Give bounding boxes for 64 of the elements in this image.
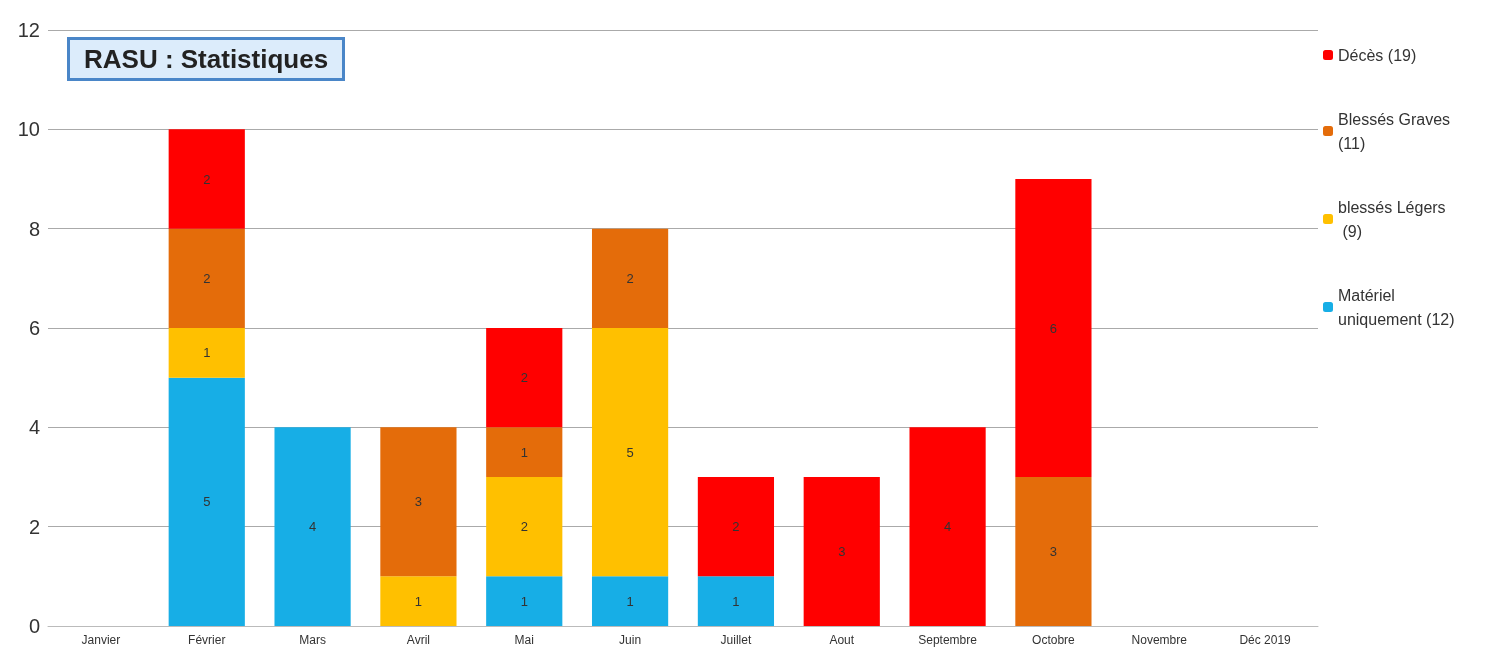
bar (1015, 179, 1092, 477)
x-tick-label: Novembre (1131, 633, 1188, 647)
bar (591, 228, 669, 328)
data-label: 1 (414, 593, 423, 609)
x-tick-label: Mars (299, 633, 326, 647)
x-tick-label: Septembre (918, 633, 978, 647)
x-tick-label: Février (188, 633, 226, 647)
x-tick-label: Déc 2019 (1239, 633, 1292, 647)
x-tick-label: Juin (619, 633, 642, 647)
y-tick-label: 6 (28, 317, 40, 339)
bar (909, 427, 986, 626)
y-tick-label: 2 (28, 515, 40, 538)
data-label: 3 (838, 544, 846, 559)
y-tick-label: 0 (28, 615, 40, 637)
data-label: 1 (732, 593, 740, 609)
x-tick-label: Mai (514, 633, 534, 647)
data-label: 5 (203, 494, 211, 510)
bar (486, 427, 563, 477)
bar (697, 477, 775, 577)
data-label: 2 (203, 270, 211, 286)
bar (1015, 477, 1092, 626)
bar (168, 328, 245, 378)
data-label: 2 (520, 519, 528, 535)
bar (486, 328, 563, 428)
bar (380, 576, 457, 626)
y-tick-label: 8 (28, 217, 40, 240)
bar (591, 576, 669, 626)
bar (697, 576, 775, 626)
bar (168, 377, 245, 626)
data-label: 1 (626, 593, 634, 609)
bar (486, 576, 563, 626)
y-tick-label: 12 (17, 19, 40, 41)
data-label: 4 (943, 519, 952, 535)
y-tick-label: 4 (28, 416, 40, 439)
bar (274, 427, 351, 626)
data-label: 2 (203, 171, 211, 187)
legend-label: Blessés Graves (11) (1338, 110, 1455, 152)
bar (168, 129, 245, 229)
data-label: 4 (308, 519, 317, 535)
bar (380, 427, 457, 577)
bar (486, 477, 563, 577)
data-label: 3 (1049, 544, 1058, 559)
x-tick-label: Avril (406, 633, 430, 647)
x-tick-label: Juillet (720, 633, 752, 647)
data-label: 5 (626, 444, 634, 460)
legend-label: blessés Légers (9) (1338, 198, 1446, 240)
data-label: 3 (414, 494, 423, 510)
legend-label: Décès (19) (1338, 46, 1417, 64)
bar (591, 328, 669, 577)
bar (168, 228, 245, 328)
data-label: 6 (1049, 320, 1058, 336)
data-label: 1 (520, 444, 528, 460)
data-label: 1 (203, 345, 211, 361)
x-tick-label: Octobre (1032, 633, 1076, 647)
x-tick-label: Aout (829, 633, 855, 647)
data-label: 2 (732, 519, 740, 535)
data-label: 1 (520, 593, 528, 609)
data-label: 2 (626, 270, 634, 286)
bar (803, 477, 880, 626)
y-tick-label: 10 (17, 118, 40, 141)
x-tick-label: Janvier (81, 633, 121, 647)
text: RASU : Statistiques (84, 44, 329, 74)
legend-label: Matériel uniquement (12) (1338, 286, 1455, 328)
data-label: 2 (520, 370, 528, 386)
